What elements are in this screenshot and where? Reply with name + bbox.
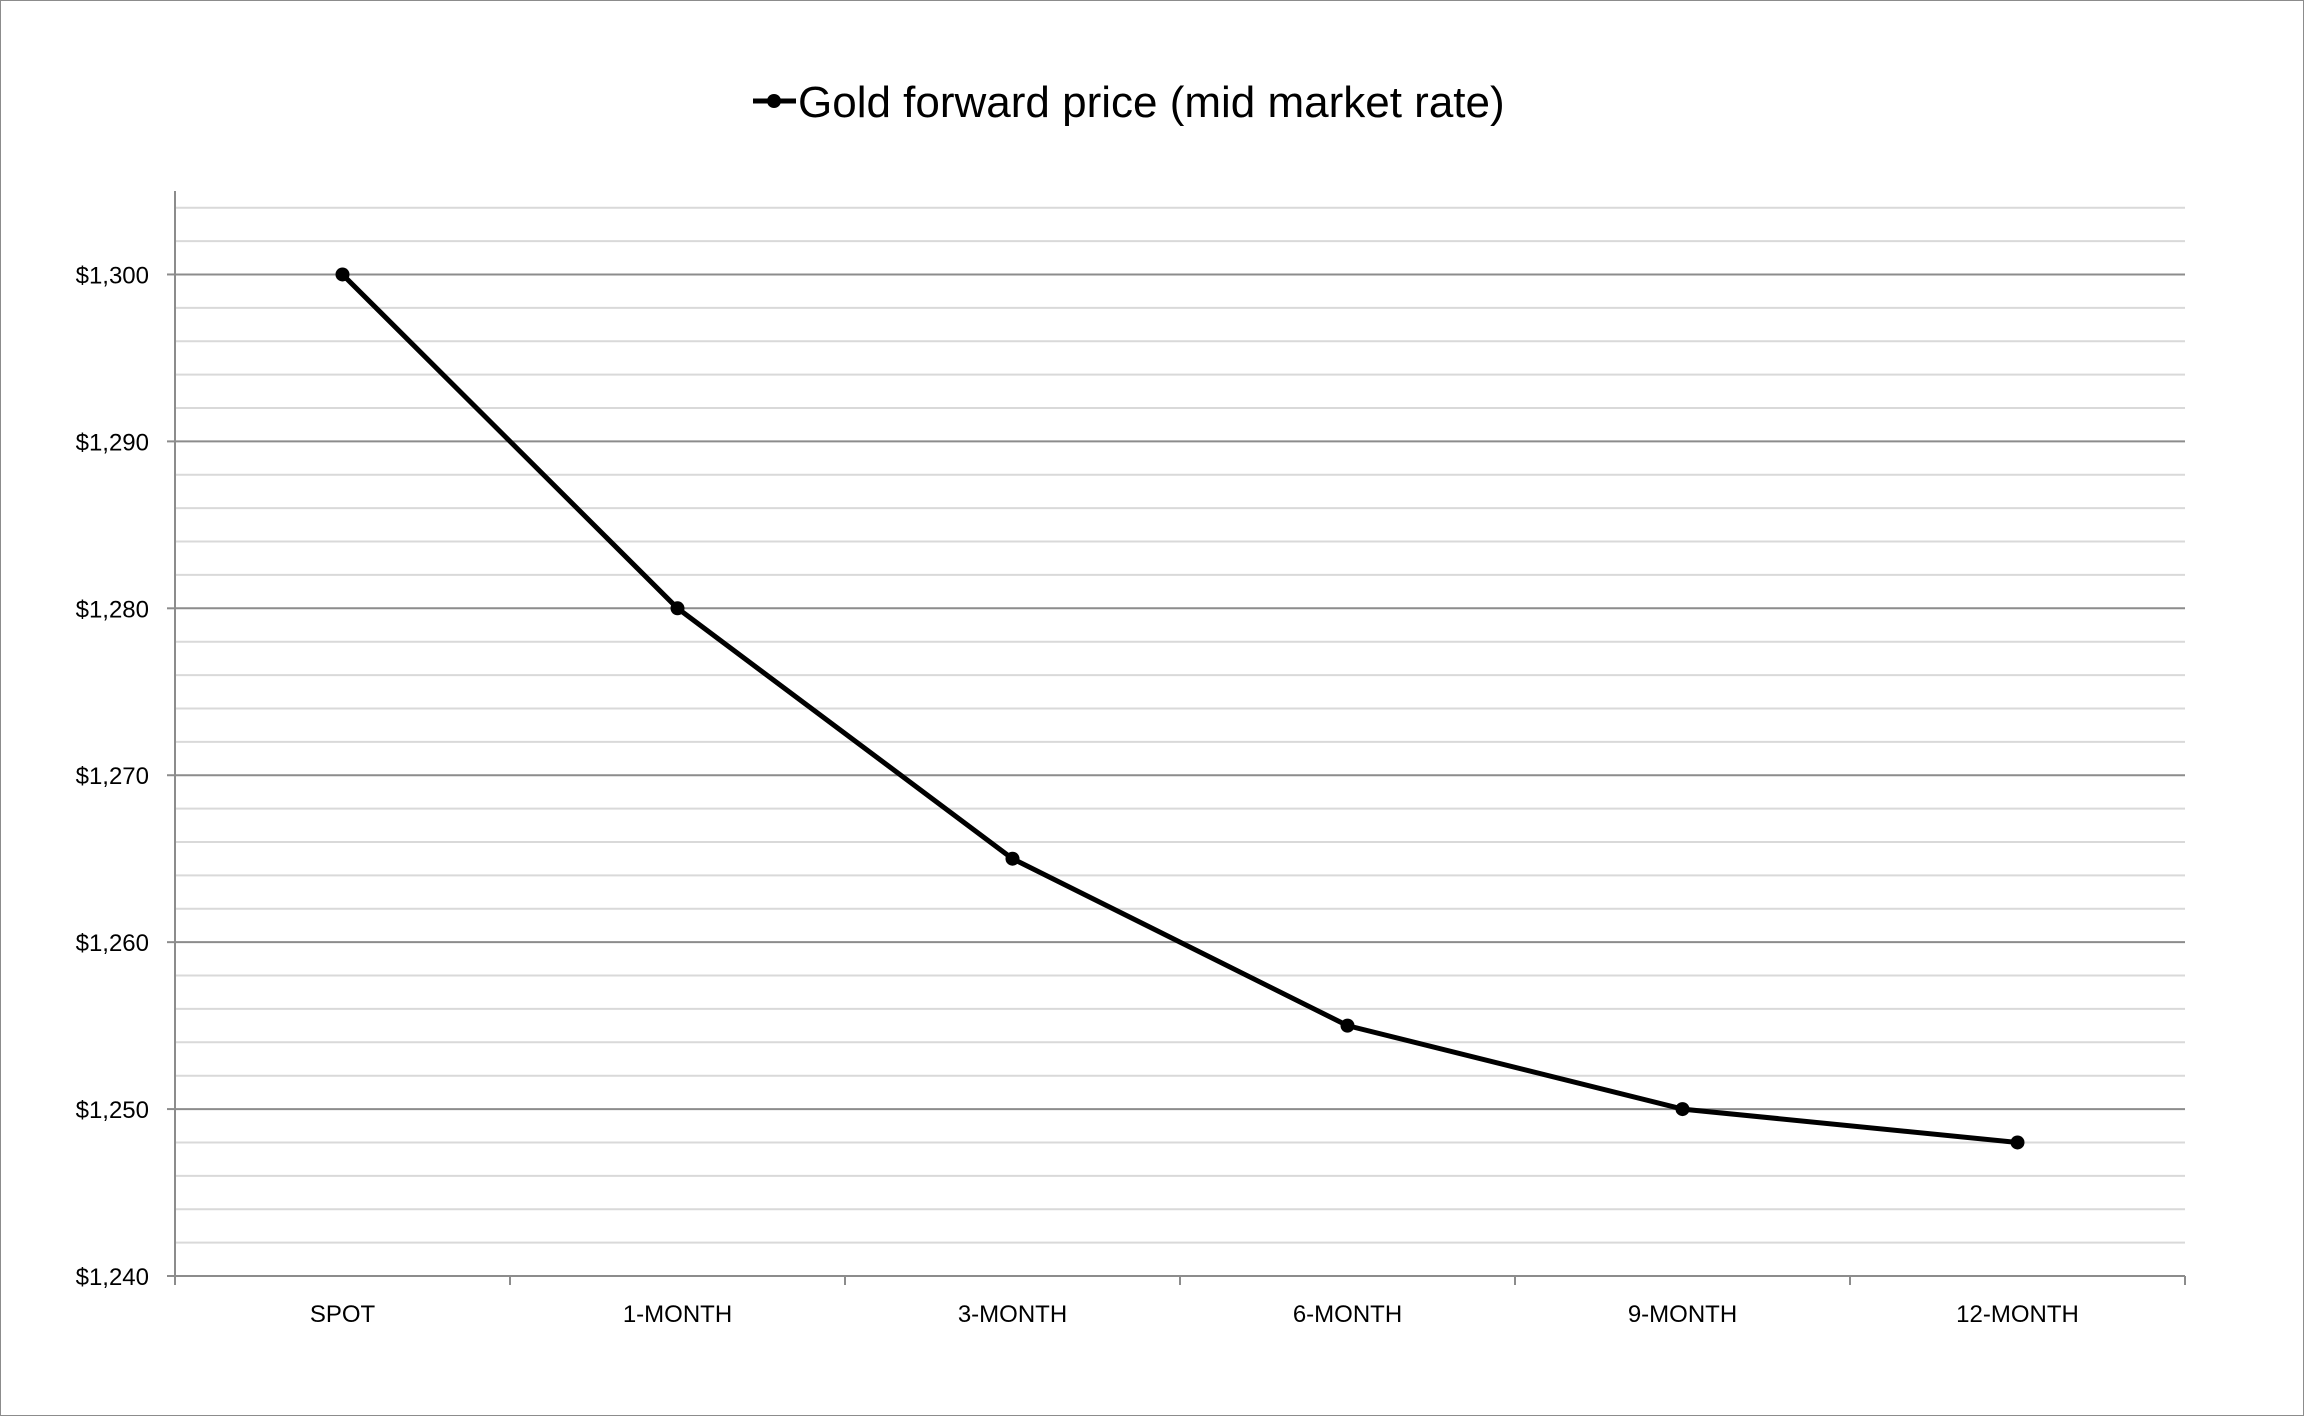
minor-gridlines	[175, 206, 2185, 1244]
series-line	[340, 272, 2018, 1145]
legend: Gold forward price (mid market rate)	[753, 78, 1505, 127]
x-tick-label: 9-MONTH	[1628, 1301, 1737, 1328]
y-tick-label: $1,260	[76, 930, 149, 957]
legend-marker	[767, 94, 781, 108]
y-axis-tick-labels: $1,240 $1,250 $1,260 $1,270 $1,280 $1,290 $1,3…	[76, 262, 149, 1291]
y-tick-label: $1,300	[76, 262, 149, 289]
y-tick-label: $1,240	[76, 1264, 149, 1291]
data-point	[670, 601, 685, 616]
y-tick-label: $1,250	[76, 1097, 149, 1124]
x-tick-label: 1-MONTH	[623, 1301, 732, 1328]
x-tick-label: 6-MONTH	[1293, 1301, 1402, 1328]
x-tick-label: 3-MONTH	[958, 1301, 1067, 1328]
y-tick-label: $1,280	[76, 596, 149, 623]
legend-label: Gold forward price (mid market rate)	[798, 78, 1505, 127]
x-tick-label: 12-MONTH	[1956, 1301, 2079, 1328]
series-group	[335, 267, 2025, 1150]
data-point	[1675, 1102, 1690, 1117]
data-point	[1340, 1018, 1355, 1033]
data-point	[335, 267, 350, 282]
axes	[167, 191, 2186, 1285]
y-tick-label: $1,270	[76, 763, 149, 790]
data-point	[2010, 1135, 2025, 1150]
data-point	[1005, 851, 1020, 866]
y-tick-label: $1,290	[76, 429, 149, 456]
x-tick-label: SPOT	[310, 1301, 376, 1328]
major-gridlines	[175, 273, 2185, 1111]
x-axis-tick-labels: SPOT 1-MONTH 3-MONTH 6-MONTH 9-MONTH 12-MONTH	[310, 1301, 2079, 1328]
